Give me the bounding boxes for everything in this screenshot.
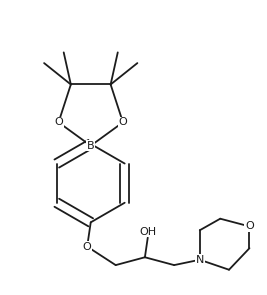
Text: O: O [83,242,92,252]
Text: N: N [196,255,204,265]
Text: OH: OH [139,227,156,237]
Text: O: O [245,222,254,231]
Text: O: O [119,117,127,127]
Text: B: B [87,141,95,151]
Text: O: O [54,117,63,127]
